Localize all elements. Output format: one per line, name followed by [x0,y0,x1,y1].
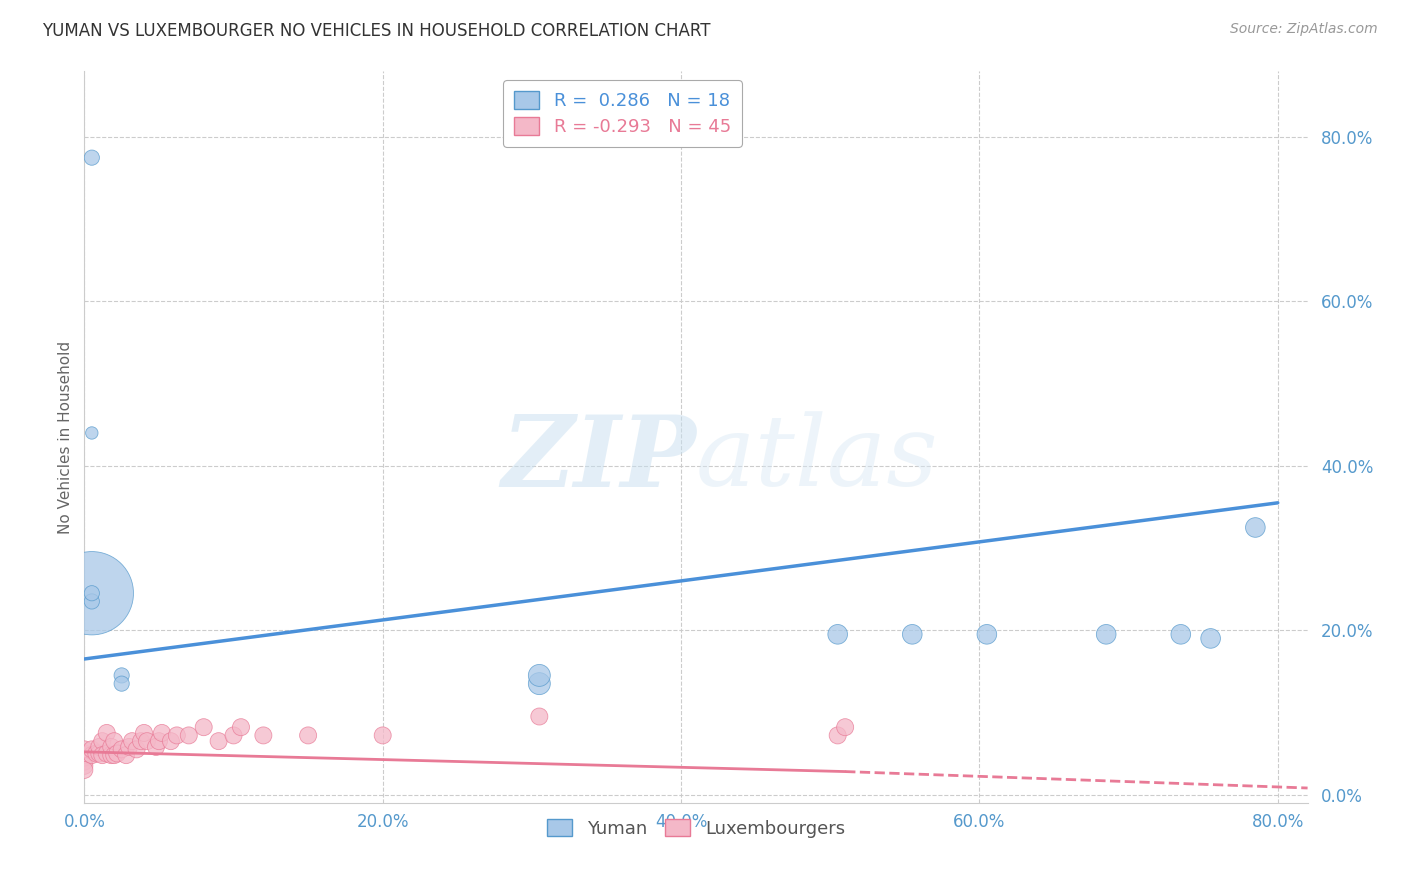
Point [193,720,215,734]
Text: atlas: atlas [696,411,939,507]
Point [105,747,128,761]
Point [111,668,134,682]
Point [103,748,125,763]
Point [73,759,96,773]
Point [73,742,96,756]
Point [73,763,96,777]
Point [103,734,125,748]
Point [118,739,141,754]
Text: Source: ZipAtlas.com: Source: ZipAtlas.com [1230,22,1378,37]
Point [111,742,134,756]
Point [80,748,103,763]
Point [166,728,188,742]
Point [129,734,152,748]
Point [371,728,394,742]
Point [207,734,229,748]
Point [80,151,103,165]
Point [100,739,122,754]
Point [96,747,118,761]
Point [901,627,924,641]
Point [80,742,103,756]
Point [834,720,856,734]
Text: YUMAN VS LUXEMBOURGER NO VEHICLES IN HOUSEHOLD CORRELATION CHART: YUMAN VS LUXEMBOURGER NO VEHICLES IN HOU… [42,22,710,40]
Point [115,748,138,763]
Point [148,734,170,748]
Point [827,627,849,641]
Point [150,726,173,740]
Point [80,594,103,608]
Point [73,755,96,769]
Point [222,728,245,742]
Point [91,734,114,748]
Point [529,709,551,723]
Y-axis label: No Vehicles in Household: No Vehicles in Household [58,341,73,533]
Point [529,668,551,682]
Point [125,742,148,756]
Point [252,728,274,742]
Point [1244,520,1267,534]
Point [89,747,111,761]
Point [111,676,134,690]
Point [177,728,200,742]
Point [136,734,159,748]
Point [297,728,319,742]
Point [145,739,167,754]
Point [827,728,849,742]
Point [73,747,96,761]
Point [91,748,114,763]
Point [73,748,96,763]
Point [80,586,103,600]
Point [80,586,103,600]
Legend: Yuman, Luxembourgers: Yuman, Luxembourgers [540,812,852,845]
Point [73,750,96,764]
Point [132,726,155,740]
Point [89,739,111,754]
Point [121,734,143,748]
Point [976,627,998,641]
Point [1199,632,1222,646]
Point [1170,627,1192,641]
Point [84,747,107,761]
Point [80,425,103,440]
Point [96,726,118,740]
Point [100,748,122,763]
Point [229,720,252,734]
Point [529,676,551,690]
Text: ZIP: ZIP [501,411,696,508]
Point [1095,627,1118,641]
Point [160,734,183,748]
